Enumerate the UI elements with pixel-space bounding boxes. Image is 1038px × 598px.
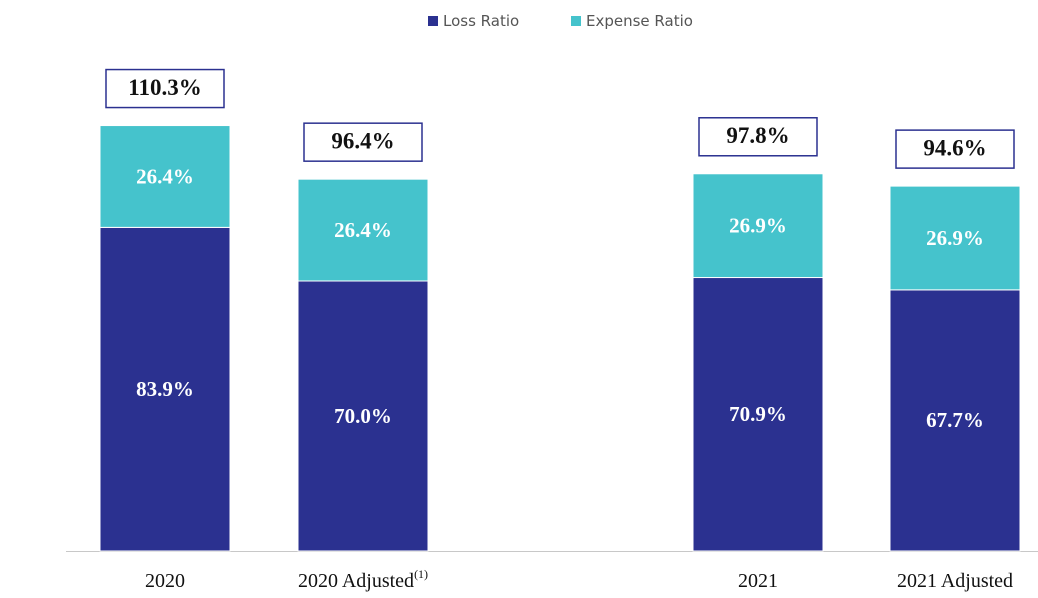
data-label: 26.9% (729, 213, 787, 237)
total-label: 94.6% (923, 135, 986, 160)
legend-swatch (428, 16, 438, 26)
x-tick-label: 2020 (145, 570, 185, 592)
data-label: 67.7% (926, 408, 984, 432)
total-label: 97.8% (726, 123, 789, 148)
data-label: 26.4% (136, 164, 194, 188)
legend-label: Expense Ratio (586, 12, 693, 30)
footnote-mark: (1) (414, 567, 428, 581)
total-box (895, 129, 1015, 169)
x-tick-label: 2021 Adjusted (897, 570, 1013, 592)
legend-swatch (571, 16, 581, 26)
bar-segment (99, 226, 231, 552)
bar-segment (692, 277, 824, 552)
bar-segment (889, 185, 1021, 291)
x-tick-text: 2021 (738, 570, 778, 592)
data-label: 26.4% (334, 218, 392, 242)
bar-segment (889, 289, 1021, 552)
total-box (698, 117, 818, 157)
legend-label: Loss Ratio (443, 12, 519, 30)
data-label: 70.0% (334, 404, 392, 428)
bar-segment (99, 125, 231, 228)
total-box (105, 68, 225, 109)
bar-segment (297, 280, 429, 552)
total-box (303, 122, 423, 162)
data-label: 26.9% (926, 226, 984, 250)
x-tick-label: 2020 Adjusted(1) (298, 567, 428, 592)
total-label: 110.3% (128, 75, 201, 100)
x-tick-text: 2020 Adjusted (298, 570, 414, 592)
data-label: 83.9% (136, 377, 194, 401)
x-tick-label: 2021 (738, 570, 778, 592)
x-tick-text: 2020 (145, 570, 185, 592)
total-label: 96.4% (331, 128, 394, 153)
bar-segment (692, 173, 824, 279)
bar-segment (297, 178, 429, 282)
data-label: 70.9% (729, 402, 787, 426)
x-tick-text: 2021 Adjusted (897, 570, 1013, 592)
